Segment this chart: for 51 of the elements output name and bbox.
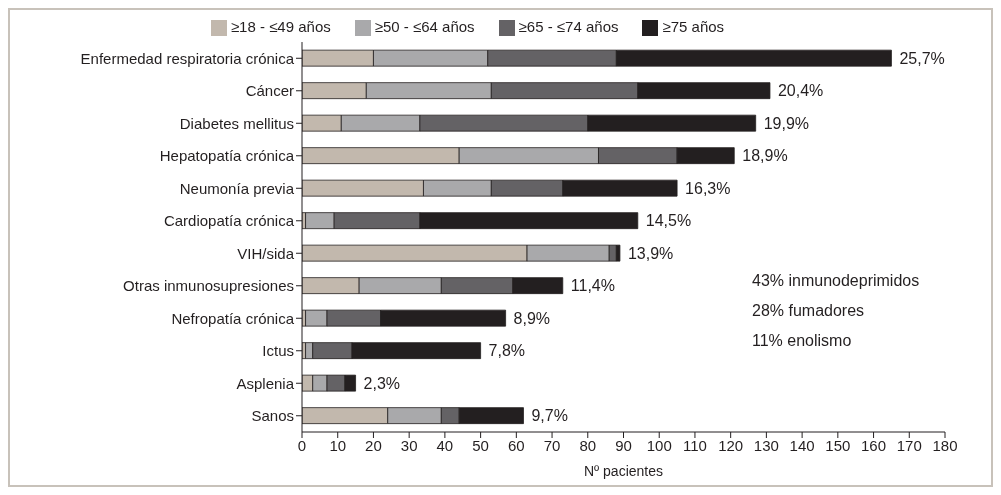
annotation: 11% enolismo [752, 332, 852, 350]
y-tick-label: Neumonía previa [179, 179, 295, 197]
x-tick-label: 60 [507, 436, 525, 454]
legend-label: ≥18 - ≤49 años [230, 18, 331, 35]
x-tick-label: 40 [436, 436, 454, 454]
y-tick-label: Sanos [251, 407, 294, 425]
x-tick-label: 80 [579, 436, 597, 454]
x-tick-label: 110 [682, 436, 707, 454]
annotation: 11,4% [570, 277, 615, 295]
x-tick-label: 0 [297, 436, 307, 454]
x-tick-label: 120 [718, 436, 744, 454]
annotation: 43% inmunodeprimidos [752, 272, 920, 290]
y-tick-label: Asplenia [236, 374, 295, 392]
x-tick-label: 170 [896, 436, 922, 454]
annotation: 2,3% [363, 374, 401, 392]
y-tick-label: Cardiopatía crónica [163, 212, 295, 230]
annotation: 13,9% [627, 244, 674, 262]
x-tick-label: 140 [789, 436, 815, 454]
annotation: 25,7% [899, 49, 945, 67]
x-tick-label: 150 [825, 436, 851, 454]
x-axis-title: Nº pacientes [583, 463, 664, 479]
x-tick-label: 30 [400, 436, 418, 454]
x-tick-label: 100 [646, 436, 672, 454]
annotation: 16,3% [685, 179, 731, 197]
annotation: 8,9% [513, 309, 551, 327]
x-tick-label: 180 [932, 436, 958, 454]
y-tick-label: Ictus [262, 342, 294, 360]
x-tick-label: 50 [472, 436, 489, 454]
annotation: 20,4% [777, 82, 824, 100]
y-tick-label: Nefropatía crónica [171, 309, 295, 327]
legend-label: ≥75 años [662, 18, 725, 35]
y-tick-label: Otras inmunosupresiones [123, 277, 294, 295]
y-tick-label: Enfermedad respiratoria crónica [80, 49, 295, 67]
annotation: 19,9% [763, 114, 810, 132]
legend-label: ≥50 - ≤64 años [374, 18, 475, 35]
y-tick-label: Cáncer [245, 82, 294, 100]
x-tick-label: 20 [365, 436, 382, 454]
annotation: 9,7% [531, 407, 568, 425]
annotation: 7,8% [488, 342, 526, 360]
y-tick-label: Hepatopatía crónica [159, 147, 295, 165]
y-tick-label: Diabetes mellitus [179, 114, 294, 132]
x-tick-label: 160 [861, 436, 887, 454]
y-tick-label: VIH/sida [237, 244, 295, 262]
x-tick-label: 90 [615, 436, 632, 454]
annotation: 14,5% [645, 212, 692, 230]
legend-label: ≥65 - ≤74 años [518, 18, 619, 35]
x-tick-label: 10 [329, 436, 347, 454]
x-tick-label: 70 [543, 436, 561, 454]
annotation: 18,9% [742, 147, 788, 165]
x-tick-label: 130 [753, 436, 779, 454]
annotation: 28% fumadores [752, 302, 865, 320]
